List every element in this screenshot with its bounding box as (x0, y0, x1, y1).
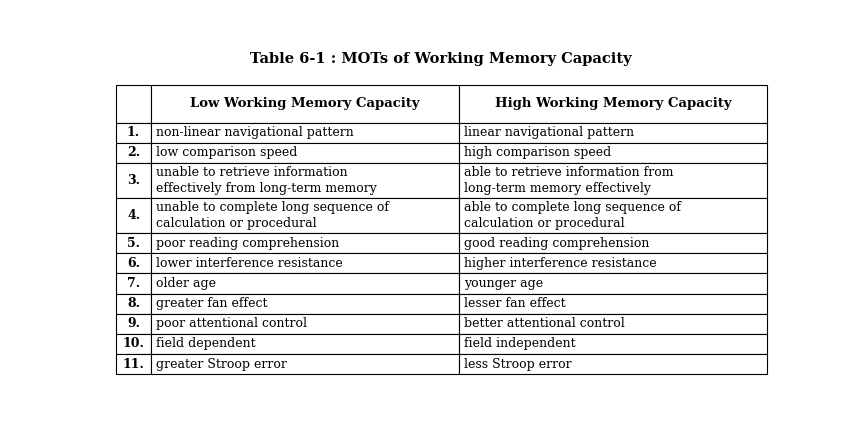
Bar (459, 334, 767, 354)
Text: better attentional control: better attentional control (464, 317, 624, 330)
Text: high comparison speed: high comparison speed (464, 146, 611, 159)
Bar (152, 198, 459, 233)
Text: 8.: 8. (127, 297, 140, 310)
Bar (459, 253, 767, 273)
Text: lower interference resistance: lower interference resistance (156, 257, 343, 270)
Text: lesser fan effect: lesser fan effect (464, 297, 566, 310)
Text: 4.: 4. (127, 209, 140, 222)
Text: non-linear navigational pattern: non-linear navigational pattern (156, 126, 354, 139)
Text: High Working Memory Capacity: High Working Memory Capacity (495, 98, 731, 110)
Text: 7.: 7. (127, 277, 140, 290)
Text: field dependent: field dependent (156, 338, 256, 350)
Bar (152, 314, 459, 334)
Text: able to complete long sequence of
calculation or procedural: able to complete long sequence of calcul… (464, 201, 681, 230)
Text: 10.: 10. (122, 338, 145, 350)
Text: linear navigational pattern: linear navigational pattern (464, 126, 634, 139)
Bar (459, 198, 767, 233)
Text: poor attentional control: poor attentional control (156, 317, 307, 330)
Bar (115, 85, 152, 123)
Bar (115, 143, 152, 163)
Bar (115, 123, 152, 143)
Text: Table 6-1 : MOTs of Working Memory Capacity: Table 6-1 : MOTs of Working Memory Capac… (251, 52, 632, 66)
Text: unable to retrieve information
effectively from long-term memory: unable to retrieve information effective… (156, 166, 377, 195)
Text: poor reading comprehension: poor reading comprehension (156, 237, 339, 250)
Bar (459, 273, 767, 293)
Text: able to retrieve information from
long-term memory effectively: able to retrieve information from long-t… (464, 166, 673, 195)
Bar (152, 85, 459, 123)
Text: 9.: 9. (127, 317, 140, 330)
Text: less Stroop error: less Stroop error (464, 357, 572, 371)
Text: 1.: 1. (127, 126, 140, 139)
Bar (459, 163, 767, 198)
Bar (115, 293, 152, 314)
Bar (115, 273, 152, 293)
Text: younger age: younger age (464, 277, 543, 290)
Text: unable to complete long sequence of
calculation or procedural: unable to complete long sequence of calc… (156, 201, 389, 230)
Bar (459, 314, 767, 334)
Bar (115, 314, 152, 334)
Bar (459, 293, 767, 314)
Bar (459, 354, 767, 374)
Bar (459, 85, 767, 123)
Text: good reading comprehension: good reading comprehension (464, 237, 649, 250)
Text: higher interference resistance: higher interference resistance (464, 257, 656, 270)
Text: Low Working Memory Capacity: Low Working Memory Capacity (190, 98, 420, 110)
Text: low comparison speed: low comparison speed (156, 146, 298, 159)
Text: 2.: 2. (127, 146, 140, 159)
Text: greater Stroop error: greater Stroop error (156, 357, 287, 371)
Bar (152, 143, 459, 163)
Text: 6.: 6. (127, 257, 140, 270)
Text: 3.: 3. (127, 174, 140, 187)
Bar (115, 354, 152, 374)
Bar (152, 293, 459, 314)
Text: 11.: 11. (122, 357, 145, 371)
Bar (152, 253, 459, 273)
Bar (459, 143, 767, 163)
Bar (115, 233, 152, 253)
Text: 5.: 5. (127, 237, 140, 250)
Bar (459, 123, 767, 143)
Bar (152, 163, 459, 198)
Bar (152, 273, 459, 293)
Text: older age: older age (156, 277, 216, 290)
Bar (459, 233, 767, 253)
Bar (152, 334, 459, 354)
Text: field independent: field independent (464, 338, 575, 350)
Bar (115, 334, 152, 354)
Bar (152, 233, 459, 253)
Text: greater fan effect: greater fan effect (156, 297, 268, 310)
Bar (115, 198, 152, 233)
Bar (152, 354, 459, 374)
Bar (115, 253, 152, 273)
Bar (152, 123, 459, 143)
Bar (115, 163, 152, 198)
